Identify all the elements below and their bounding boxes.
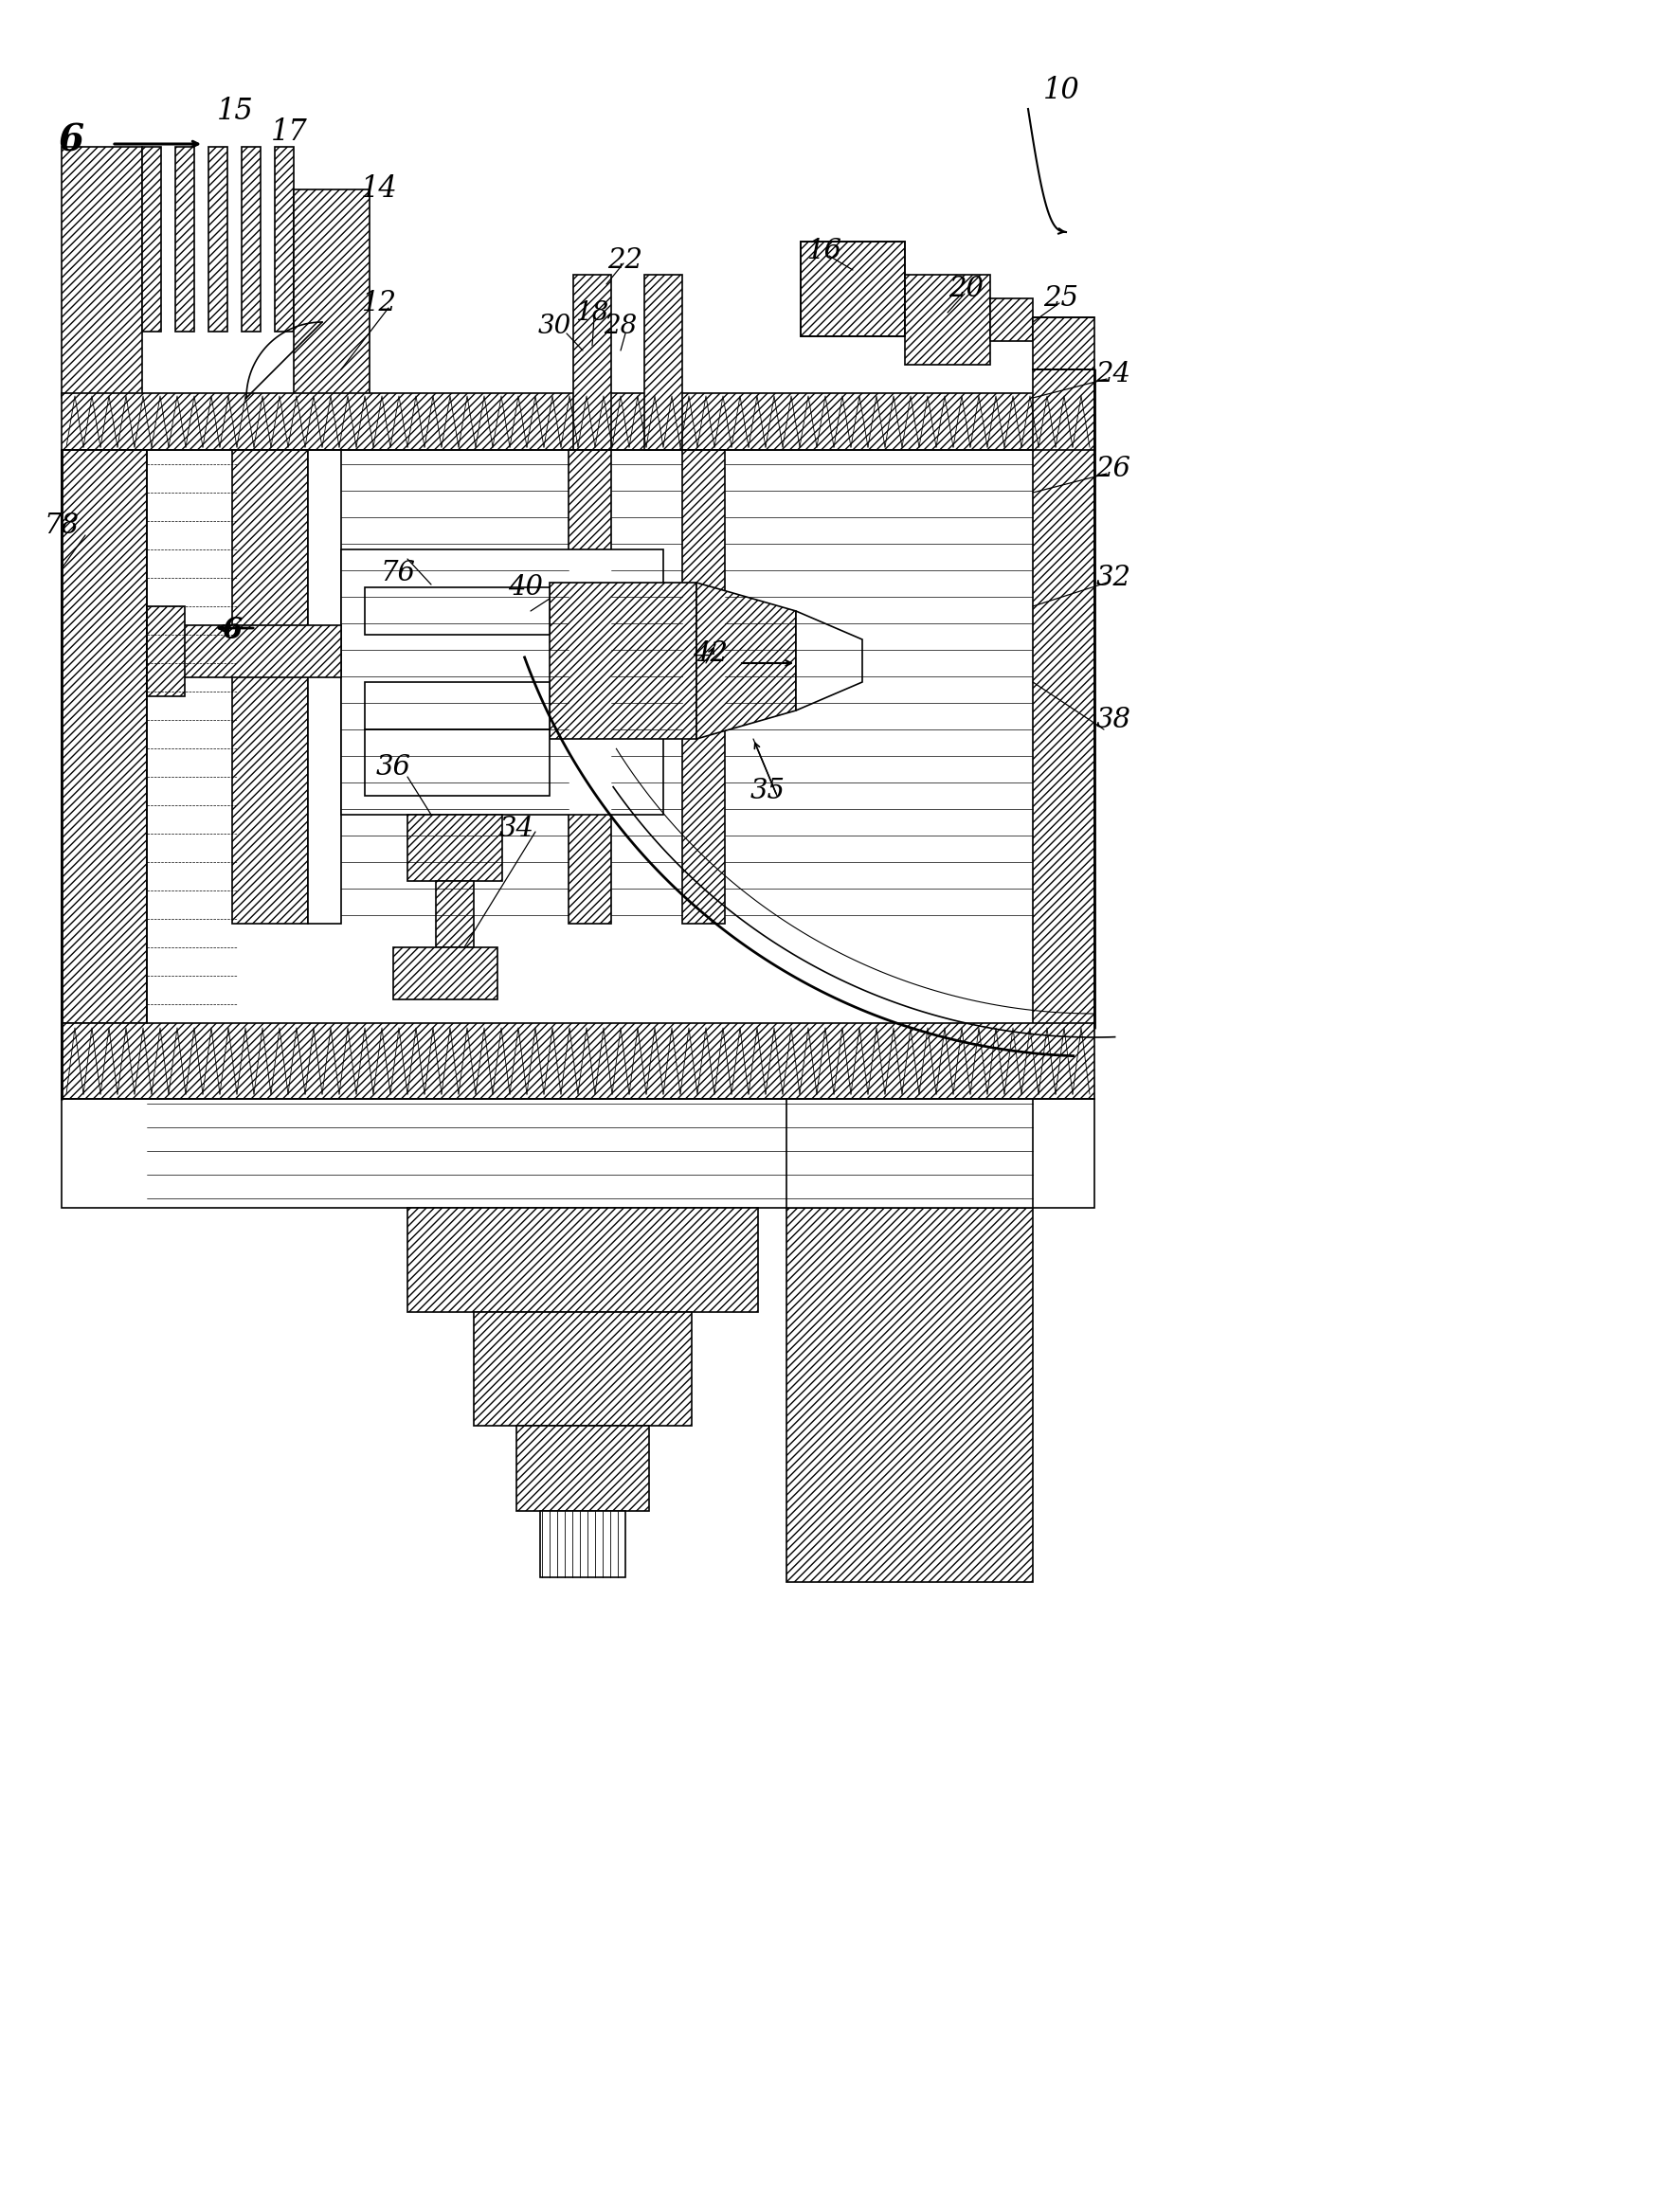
Polygon shape: [645, 274, 681, 449]
Polygon shape: [241, 146, 261, 332]
Polygon shape: [568, 449, 612, 925]
Text: 32: 32: [1095, 564, 1130, 591]
Text: 16: 16: [806, 237, 843, 263]
Polygon shape: [540, 1511, 625, 1577]
Polygon shape: [61, 1024, 1094, 1099]
Polygon shape: [208, 146, 228, 332]
Polygon shape: [307, 449, 341, 925]
Text: 10: 10: [1042, 75, 1080, 104]
Polygon shape: [233, 449, 307, 925]
Text: 14: 14: [361, 175, 397, 204]
Text: 35: 35: [750, 779, 784, 805]
Polygon shape: [407, 1208, 758, 1312]
Polygon shape: [294, 190, 369, 398]
Polygon shape: [904, 274, 991, 365]
Polygon shape: [681, 449, 725, 925]
Text: 15: 15: [216, 97, 253, 126]
Text: 17: 17: [271, 117, 307, 148]
Text: 42: 42: [693, 641, 728, 666]
Text: 36: 36: [376, 754, 411, 781]
Text: 28: 28: [603, 314, 637, 341]
Text: 30: 30: [537, 314, 572, 341]
Polygon shape: [394, 947, 497, 1000]
Text: 34: 34: [499, 816, 534, 843]
Polygon shape: [550, 582, 696, 739]
Text: 26: 26: [1095, 456, 1130, 482]
Polygon shape: [146, 626, 341, 677]
Text: 24: 24: [1095, 361, 1130, 387]
Polygon shape: [435, 880, 474, 947]
Polygon shape: [364, 730, 550, 796]
Text: 12: 12: [362, 290, 397, 316]
Polygon shape: [175, 146, 194, 332]
Polygon shape: [407, 814, 502, 880]
Polygon shape: [991, 299, 1032, 341]
Polygon shape: [364, 588, 550, 635]
Polygon shape: [696, 582, 796, 739]
Polygon shape: [1032, 369, 1094, 1029]
Polygon shape: [341, 549, 663, 814]
Polygon shape: [61, 394, 1094, 449]
Text: 22: 22: [608, 248, 643, 274]
Text: 18: 18: [575, 301, 608, 325]
Polygon shape: [801, 241, 904, 336]
Polygon shape: [146, 606, 184, 697]
Polygon shape: [786, 1208, 1032, 1582]
Text: 25: 25: [1044, 285, 1079, 312]
Polygon shape: [364, 681, 550, 730]
Text: 40: 40: [509, 575, 543, 602]
Polygon shape: [517, 1427, 650, 1511]
Text: 76: 76: [381, 560, 416, 586]
Polygon shape: [61, 146, 143, 398]
Polygon shape: [796, 611, 863, 710]
Polygon shape: [573, 274, 612, 449]
Polygon shape: [1032, 316, 1094, 369]
Text: 78: 78: [45, 513, 80, 540]
Text: 6: 6: [58, 122, 83, 159]
Text: 20: 20: [949, 276, 984, 303]
Polygon shape: [143, 146, 161, 332]
Polygon shape: [274, 146, 294, 332]
Text: 6: 6: [223, 615, 243, 644]
Text: 38: 38: [1095, 706, 1130, 732]
Polygon shape: [61, 1099, 1094, 1208]
Polygon shape: [786, 1099, 1032, 1208]
Polygon shape: [61, 449, 146, 1024]
Polygon shape: [474, 1312, 691, 1427]
